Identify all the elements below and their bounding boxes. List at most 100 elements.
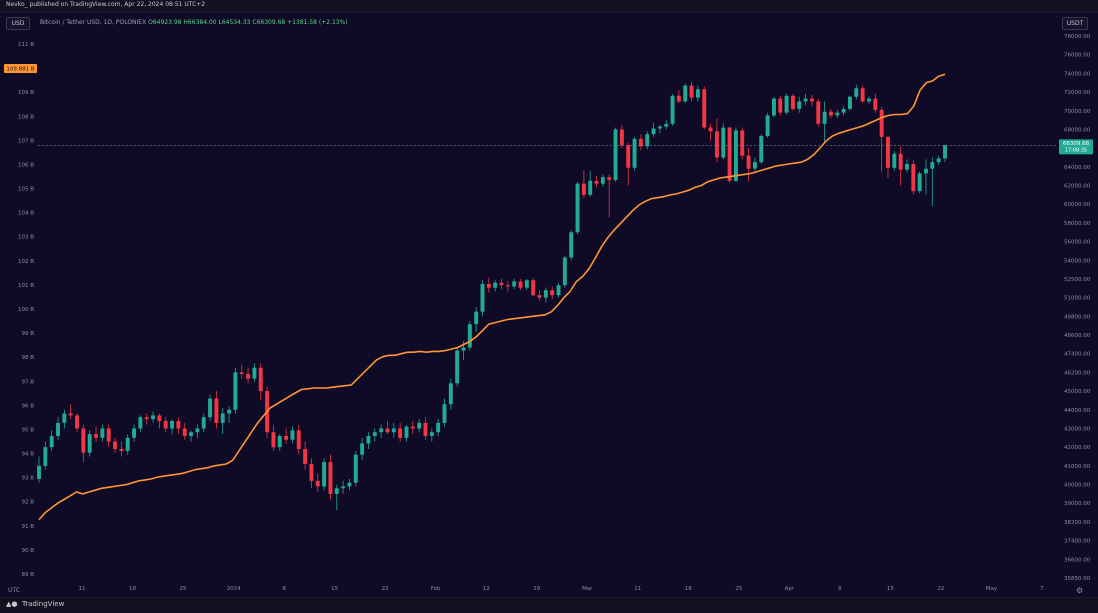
left-axis-tick: 89 B (21, 572, 34, 578)
right-axis-tick: 54000.00 (1064, 258, 1091, 264)
candle-body (68, 413, 73, 416)
candle-body (613, 129, 618, 180)
candle-body (765, 115, 770, 136)
x-axis-label: Apr (785, 586, 795, 592)
candle-body (56, 422, 60, 436)
candle-body (892, 153, 897, 168)
candle-body (62, 413, 67, 423)
candle-body (917, 173, 922, 192)
candle-body (385, 428, 390, 433)
candle-body (284, 435, 289, 440)
right-axis-tick: 72000.00 (1064, 90, 1091, 96)
left-axis-tick: 109 B (18, 90, 34, 96)
publish-header-text: Nevko_ published on TradingView.com, Apr… (6, 1, 206, 8)
candle-body (423, 422, 428, 436)
left-axis-tick: 111 B (18, 42, 34, 48)
candle-body (182, 428, 187, 436)
candle-body (531, 280, 536, 296)
left-axis-tick: 96 B (21, 403, 34, 409)
left-axis-tick: 108 B (18, 114, 34, 120)
candle-body (759, 135, 764, 163)
right-axis-tick: 74000.00 (1064, 71, 1091, 77)
candle-body (341, 486, 346, 489)
candle-body (556, 285, 561, 296)
candle-body (905, 164, 909, 170)
price-badge-countdown: 17:08:35 (1065, 147, 1087, 153)
settings-gear-icon[interactable]: ⚙ (1076, 586, 1084, 595)
x-axis-label: 25 (735, 586, 742, 592)
left-axis-tick: 95 B (21, 427, 34, 433)
candle-body (854, 88, 859, 97)
left-axis-tick: 99 B (21, 331, 34, 337)
candle-body (664, 123, 669, 127)
ohlc-close: C66309.68 (252, 19, 286, 26)
candle-body (797, 101, 802, 109)
candle-body (594, 180, 599, 184)
left-unit-button[interactable]: USD (6, 17, 30, 30)
x-axis-label: Feb (431, 586, 441, 592)
tradingview-logo-icon: ▲● (6, 600, 18, 608)
candle-body (448, 383, 453, 405)
candle-body (886, 136, 890, 168)
candle-body (848, 96, 852, 109)
left-axis-tick: 97 B (21, 379, 34, 385)
candle-body (429, 432, 434, 436)
candle-body (676, 95, 681, 102)
candle-body (822, 111, 827, 124)
candle-body (81, 428, 86, 453)
candle-body (803, 98, 808, 102)
candle-body (75, 415, 79, 429)
x-axis-label: 22 (937, 586, 944, 592)
right-axis-tick: 36600.00 (1064, 557, 1091, 563)
candle-body (867, 98, 871, 102)
candle-body (157, 415, 162, 422)
candle-body (309, 463, 314, 481)
ohlc-low: L64534.33 (218, 19, 251, 26)
ohlc-open: O64923.98 (148, 19, 182, 26)
right-axis-tick: 51000.00 (1064, 296, 1091, 302)
candle-body (227, 409, 232, 414)
candle-body (442, 404, 447, 423)
candle-body (125, 437, 130, 451)
timezone-label[interactable]: UTC (8, 587, 20, 594)
candle-body (132, 428, 136, 438)
candle-body (695, 89, 700, 98)
candle-body (303, 449, 308, 464)
candle-body (347, 482, 352, 487)
left-axis-tick: 98 B (21, 355, 34, 361)
candle-body (619, 129, 624, 146)
tradingview-brand: TradingView (22, 600, 65, 608)
right-axis-tick: 42000.00 (1064, 445, 1091, 451)
candle-body (94, 434, 98, 438)
candle-body (163, 421, 168, 429)
candle-body (334, 488, 339, 494)
candle-body (784, 95, 789, 113)
left-axis-tick: 90 B (21, 548, 34, 554)
right-axis-tick: 47400.00 (1064, 352, 1091, 358)
x-axis-label: May (986, 586, 998, 592)
x-axis-label: 22 (382, 586, 389, 592)
right-unit-button[interactable]: USDT (1062, 17, 1088, 30)
right-axis-tick: 78000.00 (1064, 34, 1091, 40)
candle-body (410, 426, 415, 429)
candle-body (569, 232, 574, 258)
candle-body (752, 162, 757, 169)
candle-body (778, 98, 783, 113)
candle-body (220, 413, 225, 423)
moving-average-line (38, 73, 946, 521)
left-badge: 109.881 B (4, 64, 37, 73)
right-axis-tick: 41000.00 (1064, 464, 1091, 470)
candle-body (151, 415, 156, 420)
candle-body (746, 155, 751, 169)
right-axis-tick: 44000.00 (1064, 408, 1091, 414)
x-axis-label: Mar (582, 586, 593, 592)
candles (37, 81, 947, 511)
candle-body (733, 130, 738, 181)
candle-body (657, 126, 662, 129)
candle-body (683, 85, 688, 102)
right-axis-tick: 52500.00 (1064, 277, 1091, 283)
candle-body (727, 127, 732, 181)
right-axis-tick: 40000.00 (1064, 483, 1091, 489)
